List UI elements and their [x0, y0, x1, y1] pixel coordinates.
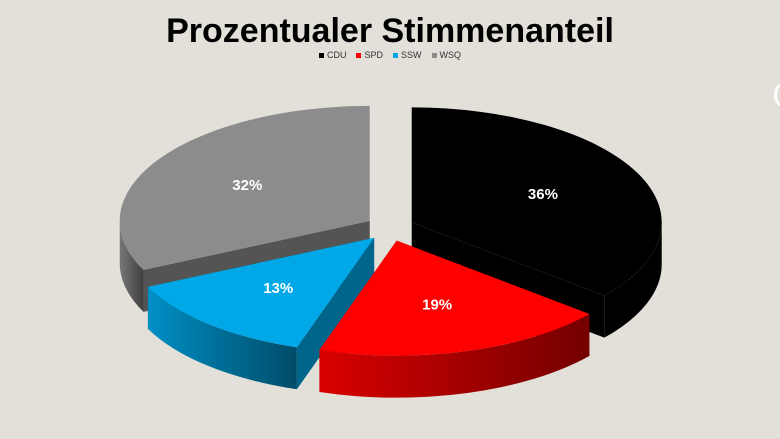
legend-label-spd: SPD — [364, 50, 383, 60]
legend: CDU SPD SSW WSQ — [0, 50, 780, 60]
legend-swatch-wsq — [431, 52, 437, 58]
slice-ssw-top — [147, 237, 375, 348]
slice-spd: 19% — [319, 240, 590, 398]
legend-item-spd: SPD — [356, 50, 383, 60]
slice-cdu-outer-wall — [604, 222, 662, 338]
legend-label-ssw: SSW — [401, 50, 422, 60]
legend-item-wsq: WSQ — [431, 50, 462, 60]
slice-spd-top — [319, 240, 590, 356]
data-label-spd: 19% — [422, 297, 452, 314]
slice-ssw: 13% — [147, 237, 375, 390]
data-label-wsq: 32% — [232, 177, 262, 194]
legend-swatch-cdu — [318, 52, 324, 58]
slice-ssw-outer-wall — [147, 286, 297, 390]
data-label-ssw: 13% — [263, 280, 293, 297]
legend-swatch-ssw — [393, 52, 398, 58]
legend-label-wsq: WSQ — [439, 50, 462, 60]
legend-item-cdu: CDU — [318, 50, 347, 60]
legend-label-cdu: CDU — [326, 50, 347, 60]
legend-item-ssw: SSW — [393, 50, 422, 60]
slice-wsq-outer-wall — [119, 220, 144, 312]
slice-spd-outer-wall — [319, 313, 590, 398]
data-label-cdu: 36% — [528, 186, 558, 203]
edge-circle-icon — [774, 84, 780, 106]
legend-swatch-spd — [356, 52, 362, 58]
slice-wsq-top — [119, 105, 370, 270]
slice-cdu-top — [411, 107, 662, 296]
chart-title: Prozentualer Stimmenanteil — [166, 12, 614, 50]
